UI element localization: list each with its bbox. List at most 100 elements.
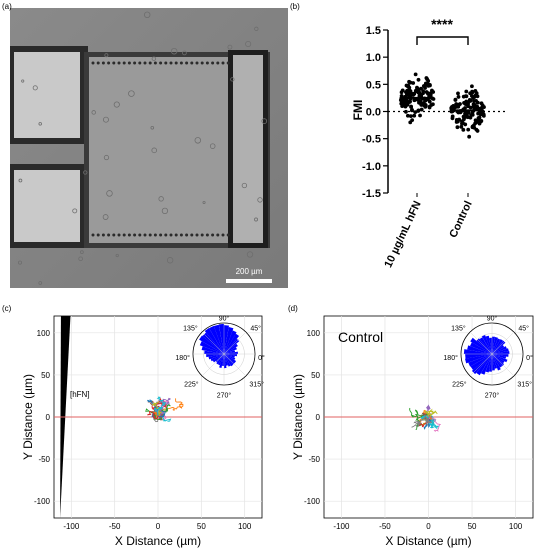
rose-bar (479, 337, 492, 354)
fmi-dot (464, 94, 469, 99)
significance-bracket (416, 36, 469, 45)
fmi-dot (429, 103, 434, 107)
rose-bar (492, 336, 495, 354)
cell-track (147, 410, 159, 420)
fmi-category-labels: 10 µg/mL hFN Control (382, 193, 475, 270)
rose-bar (224, 350, 236, 354)
y-tick-label: 1.0 (366, 52, 381, 64)
rose-bar (204, 350, 224, 354)
fmi-dot (471, 123, 476, 128)
cell (158, 196, 164, 202)
rose-spoke (491, 331, 515, 355)
x-tick-label: 0 (426, 522, 431, 531)
fmi-dot (430, 88, 434, 93)
fmi-dot (411, 92, 416, 97)
fmi-dot (418, 113, 422, 118)
rose-bar (463, 349, 492, 354)
pillar (174, 233, 178, 237)
rose-spoke (469, 331, 493, 355)
cell (254, 26, 259, 31)
pillar (164, 233, 168, 237)
rose-angle-label: 90° (487, 314, 498, 322)
pillar (216, 233, 220, 237)
rose-bar (224, 325, 229, 354)
pillar (216, 61, 220, 65)
rose-bar (476, 354, 492, 376)
panel-label-b: (b) (290, 2, 300, 11)
rose-angle-label: 315° (249, 380, 264, 388)
rose-angle-label: 135° (451, 325, 466, 333)
rose-bar (201, 346, 224, 354)
x-tick-label: 50 (197, 522, 206, 531)
fmi-chart: 1.5 1.0 0.5 0.0 -0.5 -1.0 -1.5 FMI **** 10 µg/… (351, 16, 506, 270)
pillar (138, 61, 142, 65)
pillar (143, 233, 147, 237)
y-tick-label: -1.5 (362, 188, 381, 200)
y-tick-label: 50 (41, 371, 50, 380)
x-axis-label: X Distance (µm) (385, 534, 471, 548)
x-tick-label: -50 (109, 522, 121, 531)
y-tick-label: 1.5 (366, 25, 381, 37)
fmi-dot (463, 106, 467, 110)
control-title: Control (338, 329, 383, 345)
fmi-dot (461, 127, 466, 132)
pillar (200, 233, 204, 237)
rose-bar (470, 342, 492, 354)
x-tick-label: 100 (509, 522, 523, 531)
rose-bar (480, 354, 492, 375)
fmi-dot (417, 100, 421, 105)
gradient-label: [hFN] (70, 390, 90, 399)
cell (72, 208, 78, 214)
rose-spoke (469, 353, 493, 377)
cell-track (153, 411, 159, 418)
cell (230, 77, 235, 82)
rose-bar (492, 338, 501, 354)
channel-upper (14, 52, 80, 138)
rose-angle-label: 270° (485, 391, 500, 399)
rose-bar (204, 328, 224, 354)
y-tick-label: 0 (46, 413, 51, 422)
y-axis-label: Y Distance (µm) (21, 374, 35, 460)
pillar (159, 233, 163, 237)
panel-label-a: (a) (2, 2, 12, 11)
fmi-dot (404, 109, 408, 114)
cell (80, 250, 84, 255)
cell (18, 178, 23, 183)
cells (18, 11, 268, 285)
pillar (91, 61, 95, 65)
cell (78, 256, 83, 262)
pillar (179, 61, 183, 65)
pillar (96, 61, 100, 65)
cell (257, 197, 263, 203)
scale-bar (226, 279, 272, 283)
rose-bar (212, 354, 224, 363)
pillar (226, 61, 230, 65)
cell (106, 190, 113, 197)
cell (143, 11, 151, 19)
rose-bar (224, 354, 231, 367)
y-tick-label: 0.0 (366, 107, 381, 119)
rose-bar (492, 345, 505, 354)
y-tick-label: 50 (311, 371, 320, 380)
rose-bar (485, 354, 492, 373)
rose-bar (492, 351, 510, 354)
rose-angle-label: 180° (175, 354, 190, 362)
y-axis-label: Y Distance (µm) (291, 374, 305, 460)
cell (38, 122, 42, 126)
rose-bar (467, 345, 492, 354)
cell (103, 154, 110, 161)
rose-bar (224, 327, 234, 354)
rose-angle-label: 135° (183, 325, 198, 333)
pillar (112, 233, 116, 237)
significance-stars: **** (431, 16, 453, 32)
rose-bar (224, 351, 238, 354)
pillar (101, 61, 105, 65)
fmi-dot (416, 77, 421, 82)
cell (182, 50, 187, 56)
fmi-dots (398, 72, 486, 139)
pillar (185, 233, 189, 237)
pillar (221, 61, 225, 65)
pillar (117, 61, 121, 65)
fmi-dot (459, 124, 464, 129)
rose-angle-label: 45° (518, 325, 529, 333)
